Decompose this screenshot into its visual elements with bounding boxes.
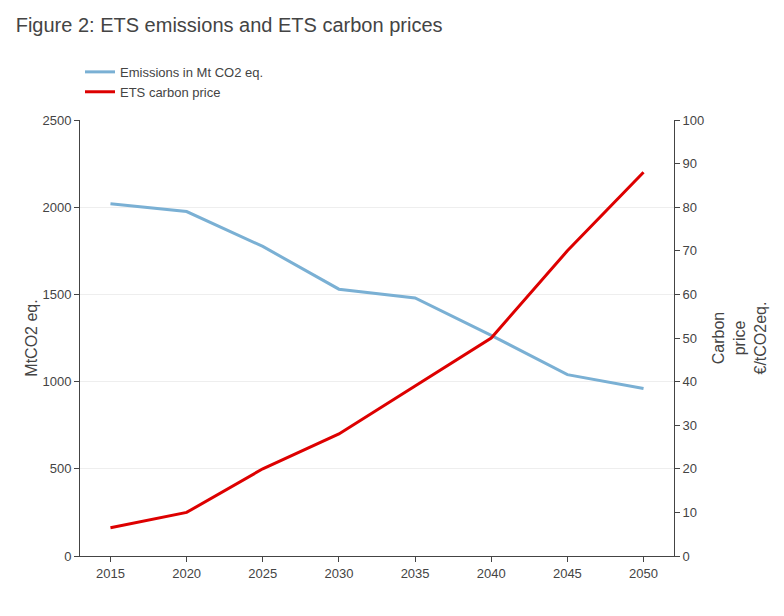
svg-text:2025: 2025 bbox=[248, 566, 277, 581]
svg-text:1500: 1500 bbox=[42, 287, 71, 302]
svg-text:0: 0 bbox=[683, 549, 690, 564]
svg-text:0: 0 bbox=[64, 549, 71, 564]
svg-text:30: 30 bbox=[683, 418, 697, 433]
svg-text:20: 20 bbox=[683, 461, 697, 476]
svg-text:2050: 2050 bbox=[629, 566, 658, 581]
svg-text:50: 50 bbox=[683, 331, 697, 346]
svg-text:ETS carbon price: ETS carbon price bbox=[120, 85, 220, 100]
svg-text:2030: 2030 bbox=[324, 566, 353, 581]
svg-text:2045: 2045 bbox=[553, 566, 582, 581]
svg-text:70: 70 bbox=[683, 243, 697, 258]
svg-text:10: 10 bbox=[683, 505, 697, 520]
svg-text:MtCO2 eq.: MtCO2 eq. bbox=[23, 299, 40, 376]
svg-text:100: 100 bbox=[683, 113, 705, 128]
svg-text:2020: 2020 bbox=[172, 566, 201, 581]
svg-text:1000: 1000 bbox=[42, 374, 71, 389]
svg-text:2000: 2000 bbox=[42, 200, 71, 215]
svg-text:2500: 2500 bbox=[42, 113, 71, 128]
svg-text:2035: 2035 bbox=[401, 566, 430, 581]
svg-text:Carbonprice€/tCO2eq.: Carbonprice€/tCO2eq. bbox=[710, 302, 769, 375]
svg-text:Emissions in Mt CO2 eq.: Emissions in Mt CO2 eq. bbox=[120, 65, 263, 80]
svg-text:2015: 2015 bbox=[96, 566, 125, 581]
svg-text:80: 80 bbox=[683, 200, 697, 215]
svg-text:60: 60 bbox=[683, 287, 697, 302]
svg-text:40: 40 bbox=[683, 374, 697, 389]
svg-text:90: 90 bbox=[683, 156, 697, 171]
svg-text:Figure 2: ETS emissions and ET: Figure 2: ETS emissions and ETS carbon p… bbox=[16, 14, 443, 36]
svg-text:500: 500 bbox=[50, 461, 72, 476]
svg-text:2040: 2040 bbox=[477, 566, 506, 581]
